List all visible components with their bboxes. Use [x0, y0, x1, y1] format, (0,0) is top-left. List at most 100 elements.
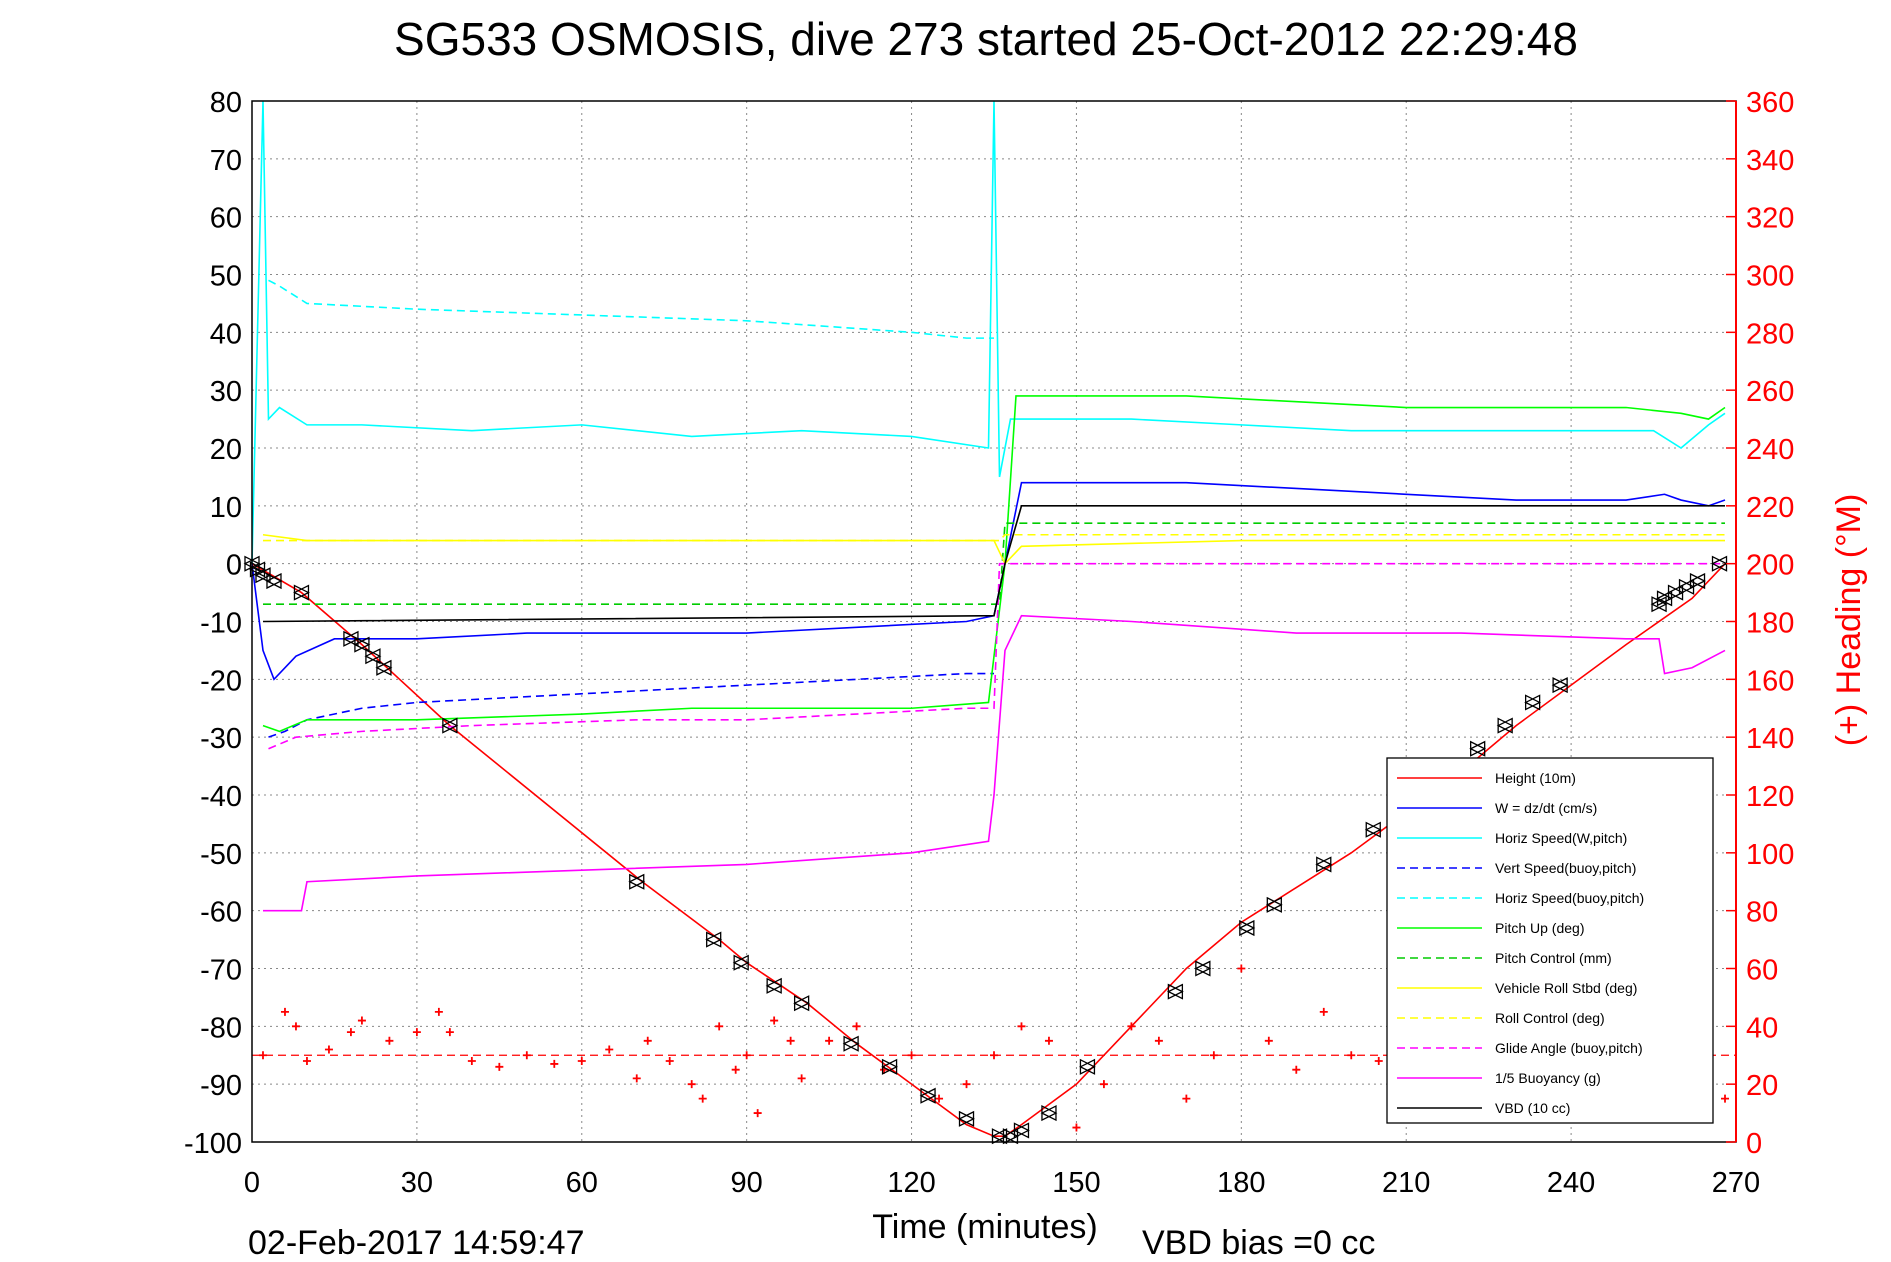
height-marker [1013, 1122, 1030, 1139]
heading-point [522, 1051, 531, 1060]
heading-point [1319, 1007, 1328, 1016]
heading-point [1099, 1080, 1108, 1089]
heading-point [1127, 1022, 1136, 1031]
height-marker [842, 1035, 860, 1052]
x-tick-label: 0 [244, 1167, 260, 1199]
y-tick-label: -50 [200, 839, 242, 871]
height-marker [1238, 919, 1256, 937]
y-tick-label: -80 [200, 1012, 242, 1044]
y2-tick-label: 280 [1746, 318, 1794, 350]
series-line [262, 522, 1726, 605]
x-tick-label: 270 [1712, 1167, 1760, 1199]
y2-tick-label: 340 [1746, 145, 1794, 177]
heading-point [1721, 1094, 1730, 1103]
height-marker [1524, 694, 1542, 711]
heading-point [825, 1036, 834, 1045]
y-tick-label: 40 [210, 318, 242, 350]
y-tick-label: -70 [200, 955, 242, 987]
y-tick-label: -20 [200, 665, 242, 697]
legend-entry: Horiz Speed(W,pitch) [1495, 830, 1627, 846]
y-tick-label: -100 [184, 1128, 242, 1160]
heading-point [1154, 1036, 1163, 1045]
legend: Height (10m) W = dz/dt (cm/s) Horiz Speed(… [1386, 757, 1714, 1124]
legend-entry: Vehicle Roll Stbd (deg) [1495, 980, 1637, 996]
heading-point [1292, 1065, 1301, 1074]
y2-tick-label: 300 [1746, 261, 1794, 293]
series-line [262, 505, 1726, 623]
heading-point [962, 1080, 971, 1089]
height-marker [1364, 821, 1382, 838]
y2-tick-label: 320 [1746, 203, 1794, 235]
heading-point [385, 1036, 394, 1045]
chart-title: SG533 OSMOSIS, dive 273 started 25-Oct-2… [394, 13, 1578, 65]
series-line [268, 562, 1726, 750]
heading-point [643, 1036, 652, 1045]
heading-point [324, 1045, 333, 1054]
heading-point [291, 1022, 300, 1031]
legend-entry: Horiz Speed(buoy,pitch) [1495, 890, 1644, 906]
legend-box [1386, 757, 1714, 1124]
heading-point [357, 1016, 366, 1025]
heading-point [605, 1045, 614, 1054]
series-line [262, 533, 1726, 542]
height-marker [1650, 596, 1668, 613]
heading-point [467, 1057, 476, 1066]
y2-tick-label: 40 [1746, 1012, 1778, 1044]
y-tick-label: -30 [200, 723, 242, 755]
height-marker [375, 659, 393, 676]
y-tick-label: 30 [210, 376, 242, 408]
y2-tick-label: 160 [1746, 665, 1794, 697]
series-group [251, 100, 1726, 1138]
heading-point [1017, 1022, 1026, 1031]
heading-point [786, 1036, 795, 1045]
heading-point [434, 1007, 443, 1016]
height-marker [1551, 677, 1569, 694]
height-marker [991, 1128, 1008, 1145]
y2-tick-label: 260 [1746, 376, 1794, 408]
y2-tick-label: 60 [1746, 955, 1778, 987]
y2-tick-label: 140 [1746, 723, 1794, 755]
right-axis-label: (+) Heading (°M) [1830, 494, 1868, 747]
height-marker [793, 995, 811, 1012]
heading-point [1264, 1036, 1273, 1045]
timestamp: 02-Feb-2017 14:59:47 [248, 1224, 584, 1262]
heading-point [258, 1051, 267, 1060]
legend-entry: Glide Angle (buoy,pitch) [1495, 1040, 1643, 1056]
x-tick-label: 210 [1382, 1167, 1430, 1199]
x-tick-label: 120 [887, 1167, 935, 1199]
y-tick-label: -40 [200, 781, 242, 813]
height-marker [441, 717, 459, 734]
series-line [251, 100, 1726, 564]
vbd-bias: VBD bias =0 cc [1142, 1224, 1375, 1262]
legend-entry: Pitch Up (deg) [1495, 920, 1584, 936]
heading-point [632, 1074, 641, 1083]
height-marker [919, 1087, 937, 1104]
heading-point [346, 1028, 355, 1037]
heading-point [412, 1028, 421, 1037]
y2-tick-label: 100 [1746, 839, 1794, 871]
y-tick-label: 80 [210, 87, 242, 119]
axis-ticks: 0 30 60 90 120 150 180 210 240 270 80 70 60 50 40 30 20 1… [184, 87, 1794, 1199]
heading-point [852, 1022, 861, 1031]
legend-entry: Pitch Control (mm) [1495, 950, 1612, 966]
series-line [262, 533, 1726, 566]
legend-entry: Height (10m) [1495, 770, 1576, 786]
heading-point [445, 1028, 454, 1037]
x-tick-label: 30 [401, 1167, 433, 1199]
height-marker [1166, 983, 1184, 1000]
legend-entry: W = dz/dt (cm/s) [1495, 800, 1597, 816]
height-marker [705, 931, 723, 948]
heading-point [715, 1022, 724, 1031]
height-marker [249, 561, 266, 578]
height-marker [1194, 960, 1212, 977]
height-marker [1315, 856, 1333, 873]
height-marker [364, 648, 382, 665]
heading-point [753, 1109, 762, 1118]
x-axis-label: Time (minutes) [872, 1208, 1097, 1246]
series-line [251, 562, 1726, 1138]
legend-entry: Vert Speed(buoy,pitch) [1495, 860, 1636, 876]
height-marker [1689, 572, 1706, 590]
height-marker [353, 636, 371, 653]
heading-point [731, 1065, 740, 1074]
